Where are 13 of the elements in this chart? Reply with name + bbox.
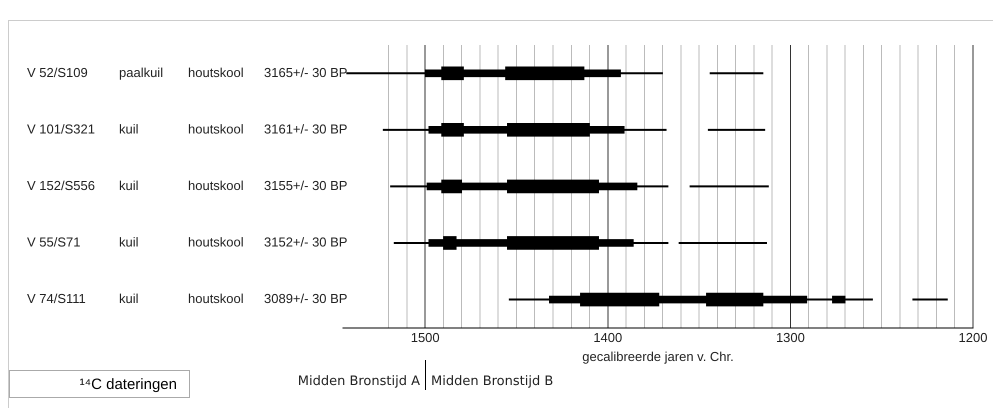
category-label: V 101/S321 kuil houtskool 3161+/- 30 BP — [27, 121, 348, 136]
x-axis-title: gecalibreerde jaren v. Chr. — [582, 348, 734, 364]
category-label: V 74/S111 kuil houtskool 3089+/- 30 BP — [27, 291, 348, 306]
x-tick-label: 1400 — [593, 330, 622, 346]
x-tick-label: 1200 — [958, 330, 988, 346]
text: Midden Bronstijd B — [431, 374, 554, 389]
text: ¹⁴C dateringen — [9, 370, 190, 398]
x-tick-label: 1500 — [410, 330, 440, 346]
category-label: V 52/S109 paalkuil houtskool 3165+/- 30 BP — [27, 64, 348, 80]
x-tick-label: 1300 — [776, 330, 805, 346]
category-label: V 55/S71 kuil houtskool 3152+/- 30 BP — [27, 234, 348, 250]
category-label: V 152/S556 kuil houtskool 3155+/- 30 BP — [27, 178, 348, 193]
text: Midden Bronstijd A — [298, 374, 420, 389]
